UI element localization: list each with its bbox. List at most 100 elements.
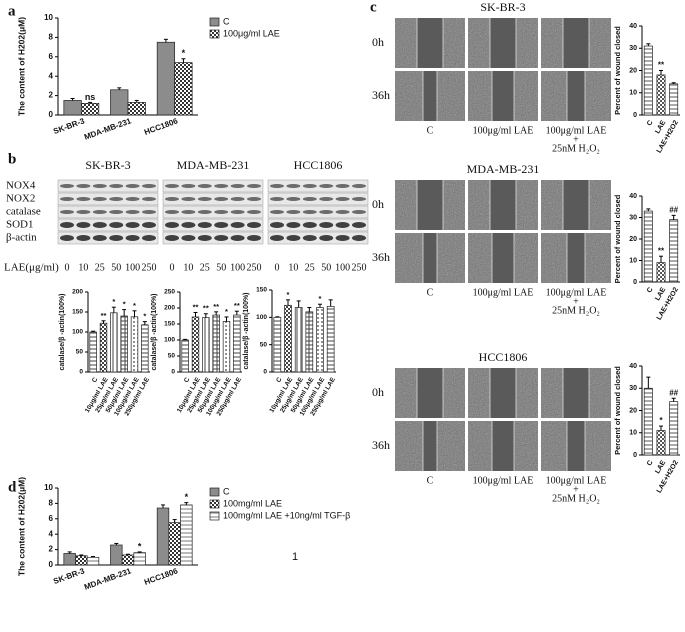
dose: 25 xyxy=(200,262,210,273)
y-tick-label: 50 xyxy=(168,353,176,360)
time-label: 36h xyxy=(372,88,390,102)
condition-label: + xyxy=(573,134,579,145)
dose: 50 xyxy=(216,262,226,273)
y-axis-label: catalase/β -actin(100%) xyxy=(59,293,66,370)
y-tick-label: 30 xyxy=(629,45,637,52)
y-tick-label: 4 xyxy=(49,71,54,80)
legend-label: 100μg/ml LAE xyxy=(223,28,280,38)
y-axis-label: Percent of wound closed xyxy=(613,194,622,283)
significance: * xyxy=(133,301,136,310)
blot-strip xyxy=(267,218,369,232)
wound-gap xyxy=(490,180,516,230)
y-tick-label: 10 xyxy=(44,13,53,22)
bar xyxy=(656,74,666,116)
significance: * xyxy=(319,294,322,303)
bar xyxy=(86,556,100,566)
significance: ** xyxy=(203,304,209,313)
dose: 100 xyxy=(335,262,350,273)
bar xyxy=(305,311,314,373)
blot-strip xyxy=(162,218,264,232)
y-tick-label: 50 xyxy=(260,341,268,348)
bar xyxy=(89,331,97,373)
blot-band xyxy=(125,184,140,188)
bar xyxy=(656,430,666,456)
blot-band xyxy=(142,235,156,241)
y-tick-label: 50 xyxy=(76,349,84,356)
blot-band xyxy=(352,235,366,241)
blot-band xyxy=(335,197,350,201)
condition-label: 100μg/ml LAE xyxy=(546,287,607,298)
blot-band xyxy=(165,197,179,201)
dose: 100 xyxy=(125,262,140,273)
blot-band xyxy=(181,184,196,188)
wound-title: SK-BR-3 xyxy=(480,0,525,14)
significance: * xyxy=(182,48,186,58)
significance: * xyxy=(138,541,142,551)
blot-band xyxy=(270,197,284,201)
wound-title: MDA-MB-231 xyxy=(467,162,540,176)
cell-line: MDA-MB-231 xyxy=(177,158,250,172)
bar xyxy=(326,306,335,373)
blot-band xyxy=(302,222,317,228)
dose: 250 xyxy=(247,262,262,273)
wound-gap xyxy=(567,71,585,121)
blot-band xyxy=(165,235,179,241)
blot-band xyxy=(197,210,212,214)
blot-band xyxy=(270,235,284,241)
wound-gap xyxy=(423,71,437,121)
blot-band xyxy=(230,222,245,228)
significance: ** xyxy=(234,301,240,310)
blot-band xyxy=(197,184,212,188)
blot-band xyxy=(125,222,140,228)
y-tick-label: 100 xyxy=(164,337,175,344)
blot-band xyxy=(109,184,124,188)
y-tick-label: 10 xyxy=(629,430,637,437)
bar xyxy=(643,210,653,283)
x-tick-label: C xyxy=(183,376,192,384)
blot-band xyxy=(76,210,91,214)
legend-swatch xyxy=(209,29,220,39)
blot-band xyxy=(142,184,156,188)
y-tick-label: 40 xyxy=(629,23,637,30)
condition-label: 100μg/ml LAE xyxy=(473,287,534,298)
x-tick-label: C xyxy=(275,376,284,384)
wound-gap xyxy=(492,71,514,121)
x-tick-label: MDA-MB-231 xyxy=(83,566,133,592)
x-tick-label: MDA-MB-231 xyxy=(83,116,133,142)
bar xyxy=(156,507,170,566)
bar xyxy=(212,314,220,373)
cell-line: SK-BR-3 xyxy=(85,158,130,172)
bar xyxy=(120,315,128,373)
legend-swatch xyxy=(209,487,220,497)
bar xyxy=(233,314,241,373)
bar xyxy=(168,522,181,566)
wound-gap xyxy=(492,233,514,283)
blot-band xyxy=(76,222,91,228)
significance: ## xyxy=(669,388,678,397)
bar xyxy=(99,322,108,373)
condition-label: 100μg/ml LAE xyxy=(473,475,534,486)
y-tick-label: 30 xyxy=(629,214,637,221)
bar xyxy=(156,41,176,116)
x-tick-label: HCC1806 xyxy=(143,116,180,137)
significance: ** xyxy=(193,302,199,311)
blot-band xyxy=(230,210,245,214)
bar xyxy=(191,316,200,373)
blot-band xyxy=(270,222,284,228)
bar xyxy=(75,555,88,566)
blot-band xyxy=(60,210,74,214)
blot-band xyxy=(125,210,140,214)
blot-strip xyxy=(162,205,264,219)
blot-band xyxy=(230,197,245,201)
condition-label: C xyxy=(427,475,434,486)
blot-band xyxy=(142,197,156,201)
condition-label: 25nM H₂O₂ xyxy=(552,143,600,154)
significance: ns xyxy=(85,92,96,102)
wound-gap xyxy=(423,233,437,283)
bar xyxy=(121,554,135,566)
wound-gap xyxy=(490,368,516,418)
dose-label: LAE(μg/ml) xyxy=(4,262,59,274)
x-tick-label: C xyxy=(646,119,655,127)
bar xyxy=(110,544,123,566)
blot-band xyxy=(92,210,107,214)
